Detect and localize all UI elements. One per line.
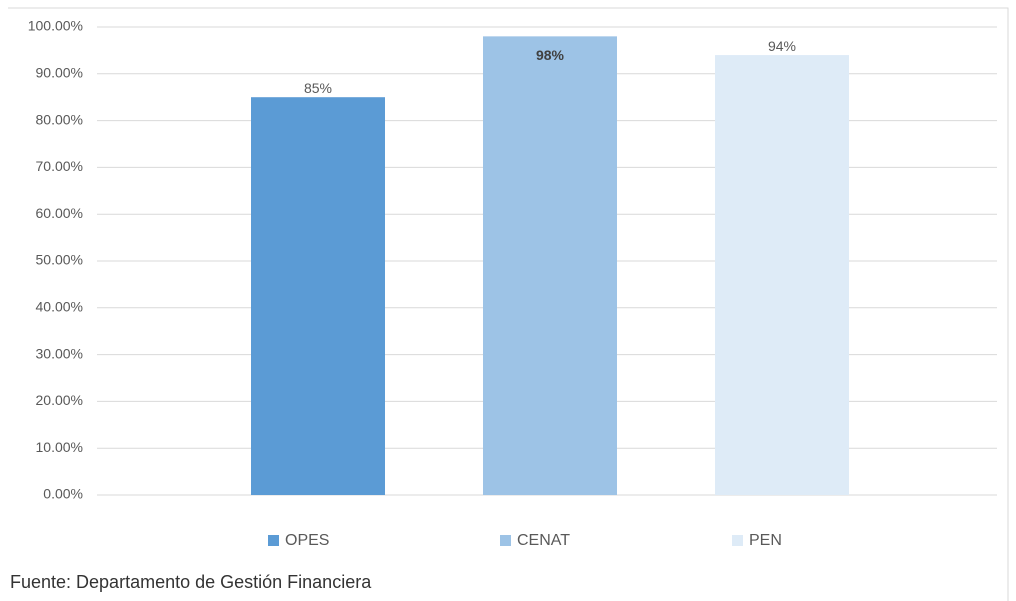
legend-swatch [732,535,743,546]
chart-frame [8,7,1009,601]
bar [251,97,385,495]
y-tick-label: 30.00% [36,345,83,361]
bar [483,36,617,496]
y-tick-label: 20.00% [36,392,83,408]
legend-label: OPES [285,532,329,549]
legend-label: PEN [749,532,782,549]
data-label: 98% [536,47,565,63]
y-tick-label: 40.00% [36,299,83,315]
legend-swatch [268,535,279,546]
y-tick-label: 10.00% [36,439,83,455]
y-tick-label: 50.00% [36,252,83,268]
source-note: Fuente: Departamento de Gestión Financie… [10,572,372,592]
y-tick-label: 70.00% [36,158,83,174]
bar [715,55,849,495]
data-label: 85% [304,80,332,96]
legend-label: CENAT [517,532,570,549]
y-tick-label: 100.00% [28,18,83,34]
y-tick-label: 90.00% [36,65,83,81]
y-tick-label: 80.00% [36,111,83,127]
legend-swatch [500,535,511,546]
y-tick-label: 0.00% [43,486,83,502]
data-label: 94% [768,38,796,54]
y-tick-label: 60.00% [36,205,83,221]
